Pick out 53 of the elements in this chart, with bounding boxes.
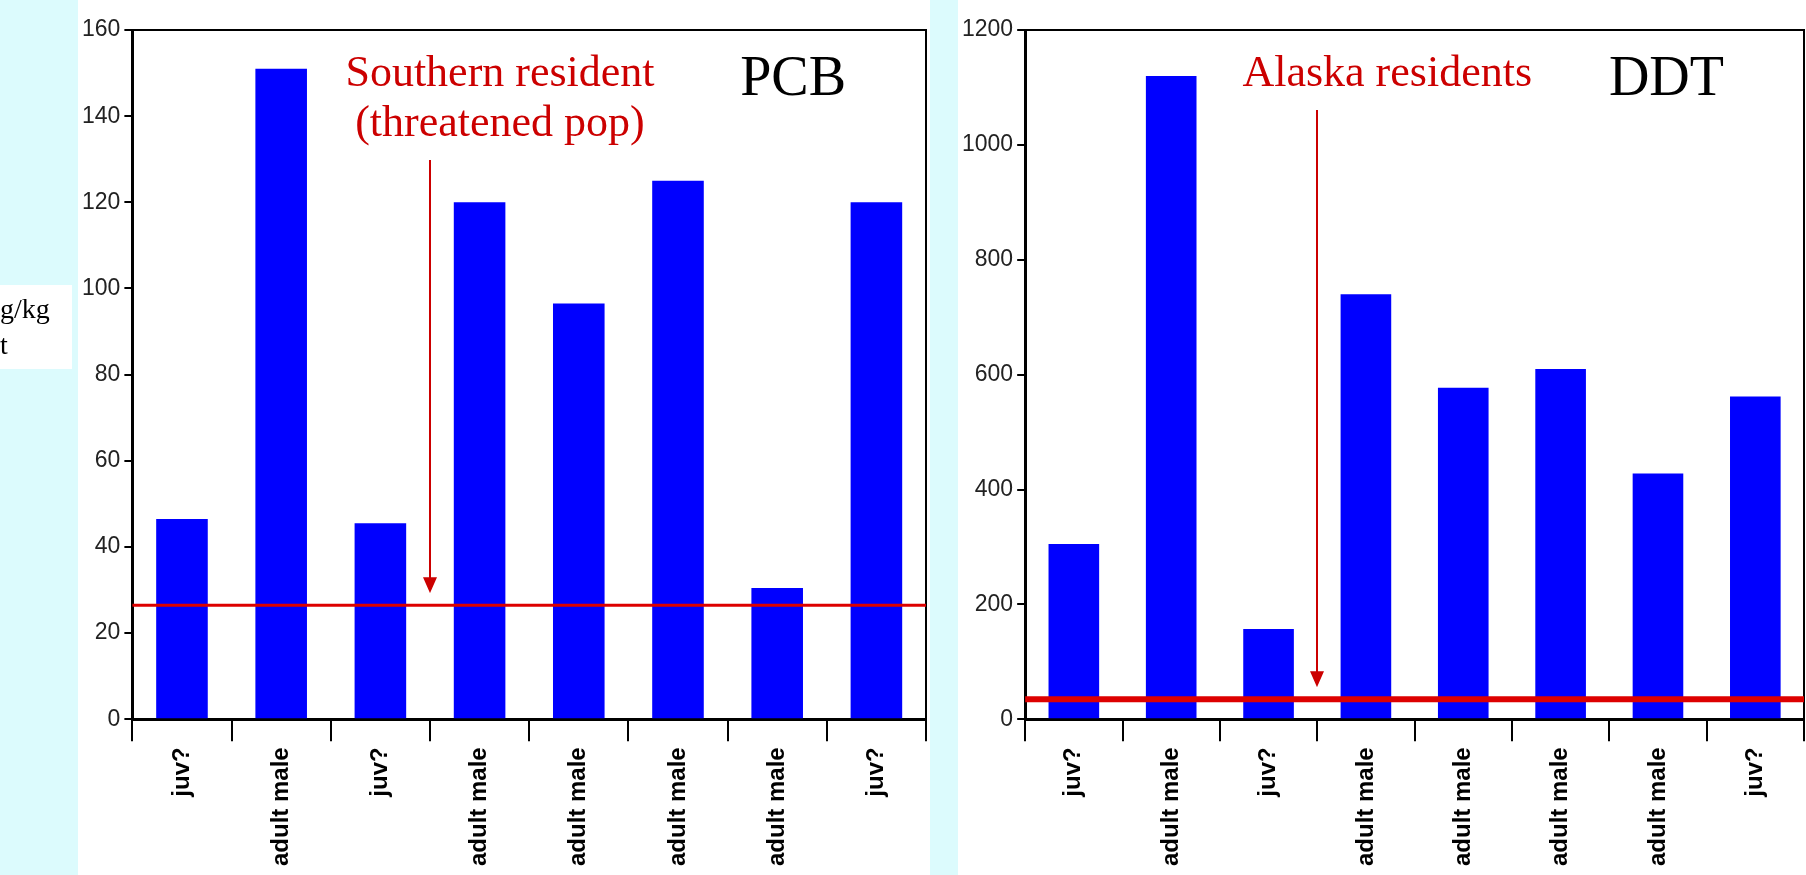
annotation: Alaska residents xyxy=(1242,46,1533,96)
bar xyxy=(255,68,307,719)
y-tick-label: 120 xyxy=(82,187,121,214)
bar xyxy=(1340,294,1392,719)
bar xyxy=(1535,368,1586,719)
bar xyxy=(1048,544,1100,719)
chart-title: PCB xyxy=(740,44,847,107)
y-tick-label: 20 xyxy=(94,618,121,645)
x-tick-label: juv? xyxy=(861,747,889,798)
x-tick-label: juv? xyxy=(1253,747,1281,798)
y-tick-label: 1000 xyxy=(961,130,1014,157)
bar xyxy=(156,518,208,719)
y-tick-label: 160 xyxy=(82,15,121,42)
bar xyxy=(553,303,605,719)
annotation: Southern resident (threatened pop) xyxy=(345,46,655,146)
y-axis-title: g/kg t xyxy=(0,285,72,369)
y-tick-label: 800 xyxy=(974,245,1014,272)
x-tick-label: juv? xyxy=(365,747,393,798)
x-tick-label: adult male xyxy=(1155,747,1183,866)
y-tick-label: 80 xyxy=(94,359,121,386)
bar xyxy=(751,587,803,719)
y-tick-label: 40 xyxy=(94,532,121,559)
y-tick-label: 600 xyxy=(974,359,1014,386)
x-tick-label: adult male xyxy=(1447,747,1475,866)
bar xyxy=(652,180,704,719)
bar xyxy=(1730,396,1781,719)
x-tick-label: adult male xyxy=(662,747,690,866)
y-tick-label: 100 xyxy=(82,273,121,300)
x-tick-label: juv? xyxy=(1739,747,1767,798)
y-tick-label: 400 xyxy=(974,474,1014,501)
bar xyxy=(1145,75,1197,719)
x-tick-label: adult male xyxy=(1350,747,1378,866)
x-tick-label: juv? xyxy=(166,747,194,798)
x-tick-label: adult male xyxy=(761,747,789,866)
chart-title: DDT xyxy=(1608,44,1724,107)
bar xyxy=(453,202,506,719)
bar xyxy=(1632,473,1684,719)
y-tick-label: 0 xyxy=(1000,704,1014,731)
y-tick-label: 1200 xyxy=(961,15,1014,42)
x-tick-label: adult male xyxy=(1545,747,1573,866)
y-tick-label: 200 xyxy=(974,589,1014,616)
y-tick-label: 140 xyxy=(82,101,121,128)
bar xyxy=(354,523,407,719)
x-tick-label: adult male xyxy=(563,747,591,866)
y-tick-label: 60 xyxy=(94,446,121,473)
bar xyxy=(1243,629,1294,719)
x-tick-label: adult male xyxy=(464,747,492,866)
bar xyxy=(1437,387,1489,719)
x-tick-label: adult male xyxy=(1642,747,1670,866)
y-tick-label: 0 xyxy=(107,704,121,731)
x-tick-label: juv? xyxy=(1058,747,1086,798)
x-tick-label: adult male xyxy=(265,747,293,866)
bar xyxy=(850,202,903,719)
